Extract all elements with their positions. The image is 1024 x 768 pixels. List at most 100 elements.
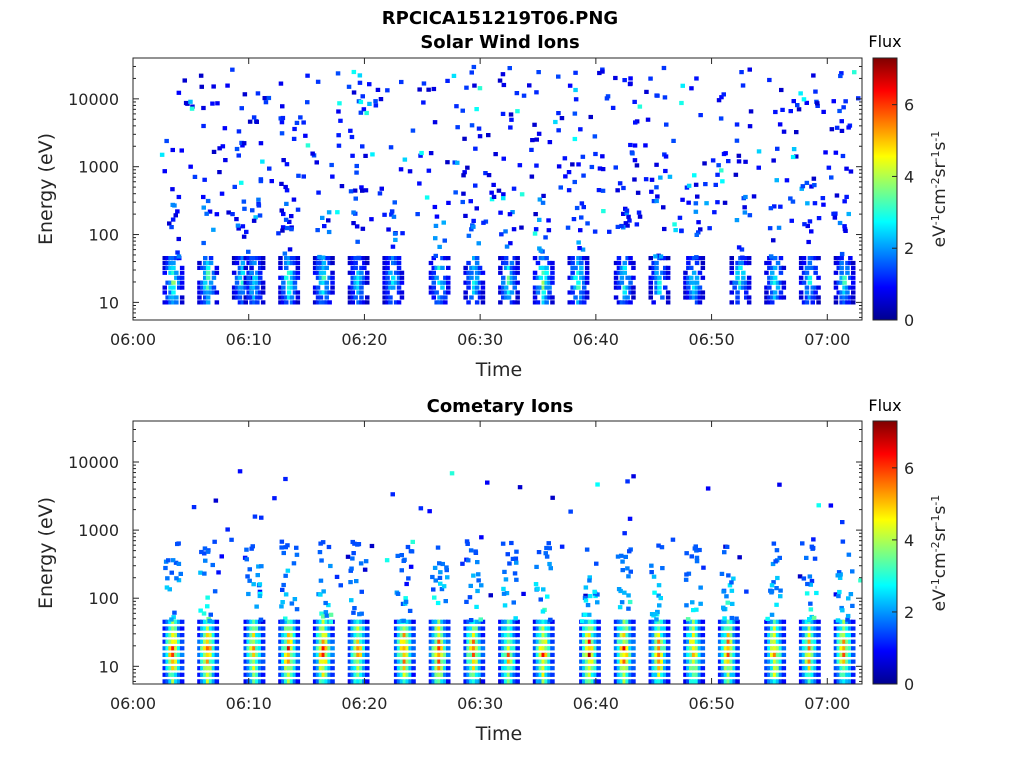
flux-cell [536, 550, 542, 555]
flux-cell [593, 652, 598, 657]
flux-cell [796, 107, 802, 112]
flux-cell [534, 90, 539, 95]
flux-cell [851, 285, 856, 290]
flux-cell [721, 605, 726, 610]
flux-cell [798, 626, 804, 631]
flux-cell [665, 672, 671, 677]
flux-cell [203, 626, 208, 631]
flux-cell [179, 265, 185, 270]
flux-cell [547, 260, 552, 266]
flux-cell [515, 260, 520, 266]
flux-cell [255, 633, 260, 638]
flux-cell [770, 626, 775, 631]
flux-cell [243, 626, 248, 631]
flux-cell [573, 265, 578, 270]
flux-cell [816, 639, 821, 644]
flux-cell [246, 256, 251, 261]
flux-cell [774, 548, 780, 553]
flux-cell [587, 633, 593, 638]
flux-cell [813, 619, 818, 624]
flux-cell [729, 626, 734, 631]
flux-cell [393, 619, 399, 624]
flux-cell [772, 295, 778, 300]
flux-cell [404, 581, 409, 587]
flux-cell [506, 265, 512, 270]
flux-cell [260, 639, 266, 644]
flux-cell [770, 666, 775, 671]
flux-cell [544, 256, 549, 261]
flux-cell [289, 633, 295, 638]
flux-cell [532, 231, 538, 236]
flux-cell [665, 300, 671, 305]
flux-cell [613, 679, 619, 684]
flux-cell [284, 679, 289, 684]
flux-cell [570, 256, 575, 261]
flux-cell [321, 652, 327, 657]
flux-cell [696, 220, 701, 225]
flux-cell [579, 270, 584, 275]
flux-cell [320, 540, 326, 545]
flux-cell [683, 666, 688, 671]
flux-cell [284, 188, 290, 193]
flux-cell [338, 118, 343, 123]
flux-cell [651, 260, 656, 266]
flux-cell [654, 672, 659, 677]
flux-cell [535, 586, 540, 591]
flux-cell [729, 633, 734, 638]
flux-cell [480, 300, 486, 305]
flux-cell [177, 626, 182, 631]
flux-cell [501, 256, 506, 261]
flux-cell [393, 280, 399, 285]
flux-cell [538, 646, 544, 651]
flux-cell [201, 240, 206, 246]
flux-cell [252, 285, 257, 290]
flux-cell [775, 280, 781, 285]
flux-cell [535, 300, 541, 305]
flux-cell [506, 290, 512, 295]
flux-cell [318, 265, 324, 270]
flux-cell [210, 101, 215, 106]
flux-cell [660, 672, 665, 677]
flux-cell [648, 295, 653, 300]
flux-cell [278, 285, 283, 290]
flux-cell [321, 679, 327, 684]
flux-cell [848, 285, 853, 290]
flux-cell [851, 619, 856, 624]
flux-cell [816, 672, 821, 677]
flux-cell [203, 265, 208, 270]
flux-cell [171, 666, 176, 671]
flux-cell [174, 646, 179, 651]
flux-cell [252, 639, 257, 644]
flux-cell [463, 679, 468, 684]
flux-cell [324, 285, 329, 290]
flux-cell [236, 226, 241, 231]
flux-cell [663, 652, 668, 657]
flux-cell [174, 672, 179, 677]
flux-cell [843, 99, 848, 104]
flux-cell [613, 646, 619, 651]
flux-cell [321, 626, 327, 631]
flux-cell [350, 270, 355, 275]
colorbar-gradient [872, 420, 898, 685]
flux-cell [399, 553, 404, 558]
flux-cell [301, 120, 306, 125]
flux-cell [179, 280, 185, 285]
flux-cell [660, 666, 665, 671]
flux-cell [584, 260, 590, 266]
flux-cell [359, 270, 364, 275]
flux-cell [463, 672, 468, 677]
flux-cell [359, 633, 364, 638]
flux-cell [246, 260, 251, 266]
flux-cell [501, 82, 507, 88]
flux-cell [851, 295, 856, 300]
flux-cell [545, 594, 550, 599]
flux-cell [408, 639, 413, 644]
flux-cell [506, 679, 512, 684]
flux-cell [772, 619, 778, 624]
flux-cell [833, 626, 839, 631]
flux-cell [409, 549, 415, 554]
flux-cell [286, 633, 292, 638]
flux-cell [477, 280, 483, 285]
flux-cell [174, 295, 179, 300]
plot-frame [132, 57, 863, 321]
